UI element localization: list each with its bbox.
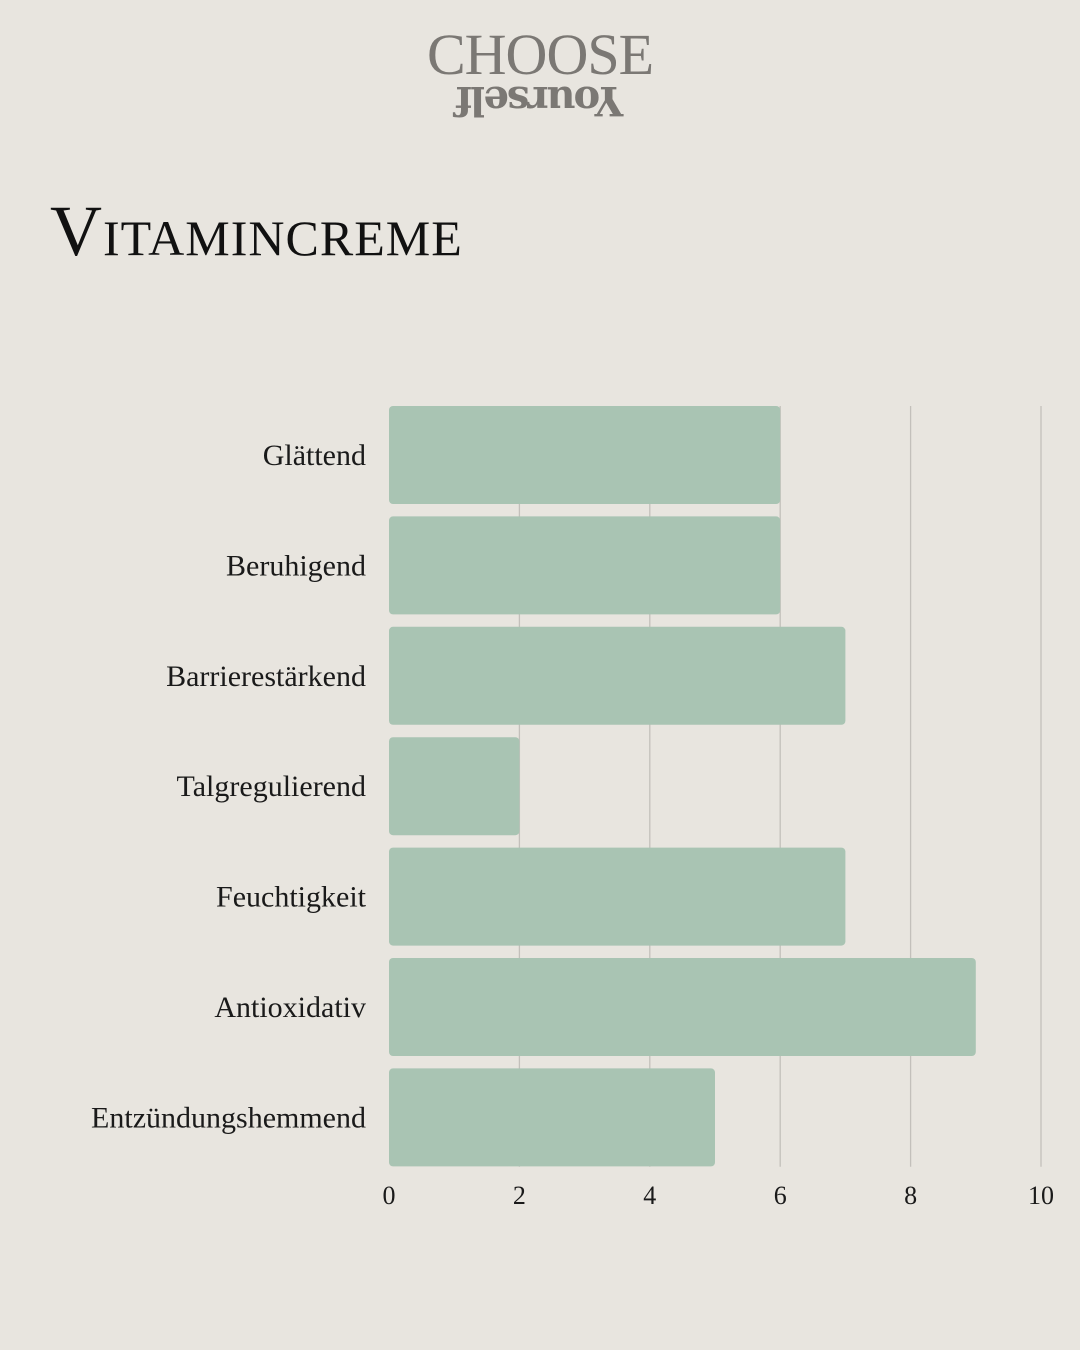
category-label: Glättend xyxy=(263,439,366,472)
category-label: Antioxidativ xyxy=(214,991,366,1024)
logo-line1: CHOOSE xyxy=(426,22,654,87)
brand-logo: CHOOSE Yourself xyxy=(0,22,1080,125)
category-label: Beruhigend xyxy=(226,549,366,582)
x-tick-label: 0 xyxy=(383,1181,396,1210)
x-tick-label: 4 xyxy=(643,1181,656,1210)
bar xyxy=(389,737,520,836)
bar xyxy=(389,958,976,1056)
category-label: Feuchtigkeit xyxy=(216,881,367,914)
bar xyxy=(389,847,846,946)
x-tick-label: 2 xyxy=(513,1181,526,1210)
x-tick-label: 8 xyxy=(904,1181,917,1210)
x-tick-label: 10 xyxy=(1028,1181,1054,1210)
category-label: Entzündungshemmend xyxy=(91,1101,366,1134)
category-label: Barrierestärkend xyxy=(166,660,366,693)
bar xyxy=(389,406,781,504)
chart-title: Vitamincreme xyxy=(50,191,463,271)
x-tick-label: 6 xyxy=(774,1181,787,1210)
category-label: Talgregulierend xyxy=(177,770,366,803)
bar xyxy=(389,1068,715,1167)
bar xyxy=(389,516,781,615)
bar xyxy=(389,626,846,725)
